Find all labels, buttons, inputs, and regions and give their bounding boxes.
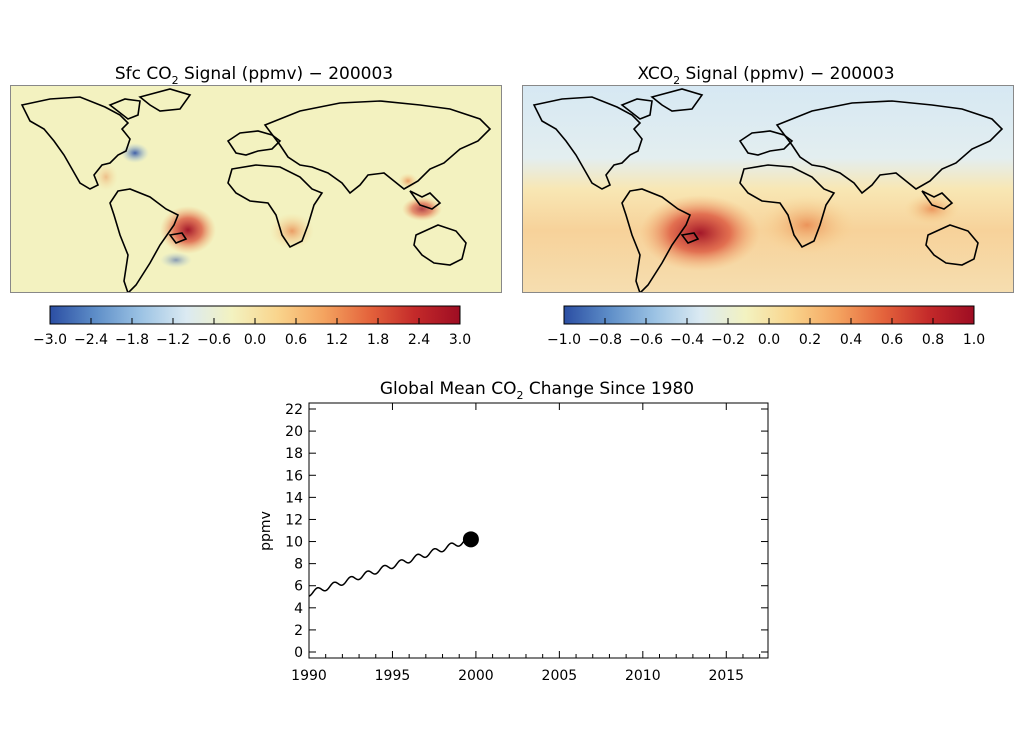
y-tick-label: 18 — [285, 446, 303, 462]
current-value-marker — [462, 531, 479, 548]
colorbar-tick-label: 1.2 — [326, 332, 348, 348]
line-chart: Global Mean CO2 Change Since 1980 1990 19… — [258, 379, 769, 684]
chart-title: Global Mean CO2 Change Since 1980 — [380, 379, 694, 402]
y-tick-label: 4 — [294, 601, 303, 617]
colorbar-tick-label: −0.6 — [197, 332, 231, 348]
map-frame — [10, 85, 502, 293]
co2-series-line — [308, 536, 472, 597]
colorbar-tick-label: −3.0 — [33, 332, 67, 348]
colorbar-tick-label: 1.8 — [367, 332, 389, 348]
map-surface — [10, 85, 502, 293]
colorbar-tick-label: 1.0 — [963, 332, 985, 348]
colorbar-tick-label: −0.8 — [588, 332, 622, 348]
signal-blob-namerica — [121, 143, 149, 163]
colorbar-tick-label: −1.0 — [547, 332, 581, 348]
colorbar-tick-label: 0.6 — [881, 332, 903, 348]
y-tick-label: 22 — [285, 402, 303, 418]
colorbar-tick-label: 0.0 — [758, 332, 780, 348]
map-panel-surface: Sfc CO2 Signal (ppmv) − 200003 −3.0 −2.4−… — [10, 64, 502, 348]
colorbar-tick-label: −1.8 — [115, 332, 149, 348]
y-tick-label: 6 — [294, 579, 303, 595]
map-title-surface: Sfc CO2 Signal (ppmv) − 200003 — [115, 64, 393, 87]
y-axis-label: ppmv — [258, 511, 274, 551]
y-tick-label: 8 — [294, 557, 303, 573]
signal-blob-se-asia — [398, 173, 418, 189]
y-axis: 0 2 4 6 8 10 12 14 16 18 20 22 — [285, 402, 768, 661]
colorbar-tick-label: 0.8 — [922, 332, 944, 348]
x-tick-label: 1990 — [291, 668, 327, 684]
x-tick-label: 1995 — [375, 668, 411, 684]
y-tick-label: 2 — [294, 623, 303, 639]
signal-blob-amazon — [640, 195, 760, 271]
colorbar-tick-label: −2.4 — [74, 332, 108, 348]
signal-blob-samerica-south — [160, 252, 192, 268]
map-background — [10, 85, 502, 293]
signal-blob-indonesia — [904, 193, 960, 225]
colorbar-tick-label: 0.2 — [799, 332, 821, 348]
colorbar-tick-label: 0.0 — [244, 332, 266, 348]
colorbar-tick-label: 3.0 — [449, 332, 471, 348]
y-tick-label: 12 — [285, 512, 303, 528]
map-title-column: XCO2 Signal (ppmv) − 200003 — [637, 64, 894, 87]
y-tick-label: 10 — [285, 535, 303, 551]
colorbar-tick-label: −0.2 — [711, 332, 745, 348]
plot-frame — [308, 402, 769, 659]
colorbar-tick-label: −1.2 — [156, 332, 190, 348]
x-tick-label: 2010 — [625, 668, 661, 684]
map-panel-column: XCO2 Signal (ppmv) − 200003 −1.0 −0.8 −0.6… — [522, 64, 1014, 348]
map-frame — [522, 85, 1014, 293]
signal-blob-africa — [759, 195, 855, 255]
y-tick-label: 16 — [285, 468, 303, 484]
map-background — [522, 85, 1014, 293]
colorbar-column-ticks: −1.0 −0.8 −0.6 −0.4 −0.2 0.0 0.2 0.4 0.6 0.8 1.0 — [547, 318, 985, 348]
colorbar-tick-label: −0.4 — [670, 332, 704, 348]
colorbar-tick-label: −0.6 — [629, 332, 663, 348]
map-column — [522, 85, 1014, 293]
signal-blob-central-america — [94, 163, 118, 191]
x-tick-label: 2015 — [708, 668, 744, 684]
colorbar-tick-label: 0.4 — [840, 332, 862, 348]
y-tick-label: 0 — [294, 645, 303, 661]
x-axis: 1990 1995 2000 2005 2010 2015 — [291, 403, 761, 684]
signal-blob-amazon — [160, 206, 216, 254]
x-tick-label: 2000 — [458, 668, 494, 684]
colorbar-tick-label: 2.4 — [408, 332, 430, 348]
y-tick-label: 20 — [285, 424, 303, 440]
x-tick-label: 2005 — [542, 668, 578, 684]
y-tick-label: 14 — [285, 490, 303, 506]
signal-blob-indonesia — [402, 197, 442, 221]
colorbar-tick-label: 0.6 — [285, 332, 307, 348]
colorbar-surface-ticks: −3.0 −2.4 −1.8 −1.2 −0.6 0.0 0.6 1.2 1.8 2.4 3.0 — [33, 318, 471, 348]
